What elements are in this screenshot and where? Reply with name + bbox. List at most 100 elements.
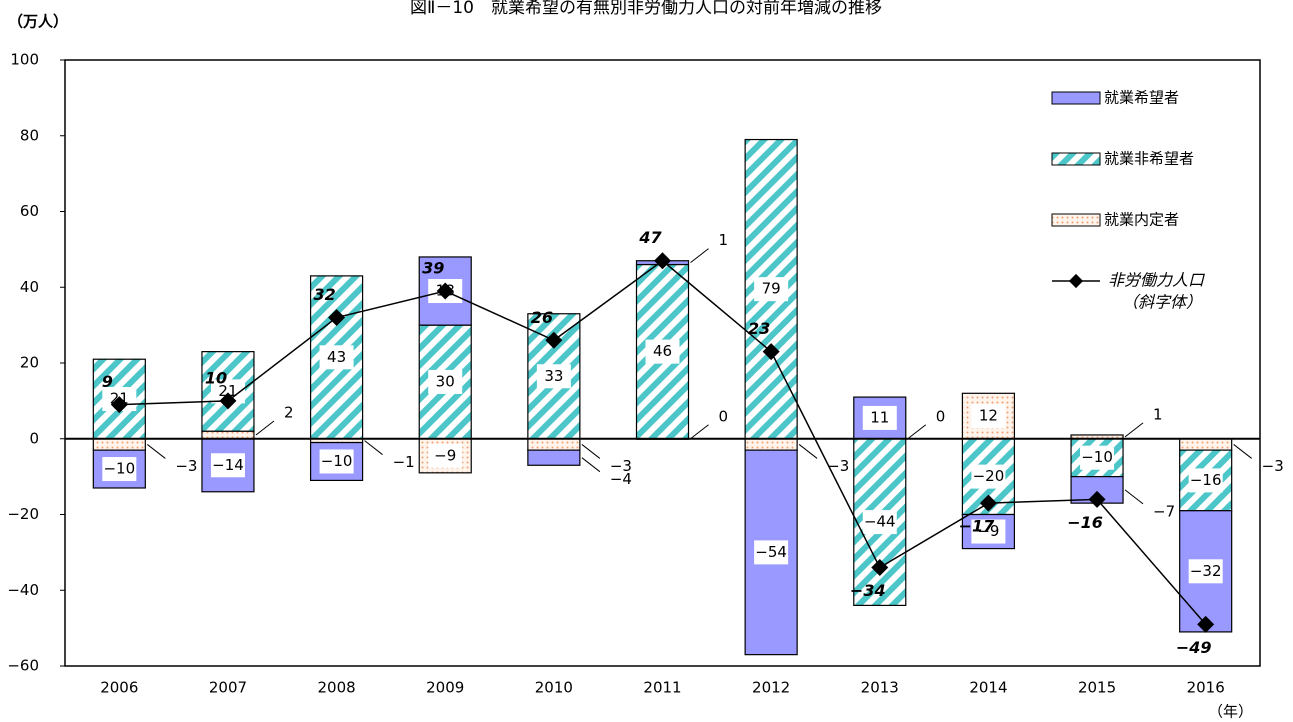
x-tick-label: 2010 — [535, 679, 573, 697]
bar-segment — [744, 438, 798, 451]
data-label: 21 — [218, 382, 237, 400]
label-arrow — [255, 420, 275, 436]
y-tick-label: 60 — [20, 202, 39, 220]
data-label: 43 — [327, 348, 346, 366]
legend-swatch — [1051, 152, 1101, 166]
x-tick-label: 2007 — [209, 679, 247, 697]
line-marker — [1197, 615, 1215, 633]
y-tick-label: −60 — [7, 657, 39, 675]
label-box — [1080, 445, 1115, 470]
y-tick-label: 80 — [20, 126, 39, 144]
bar-segment — [527, 449, 581, 466]
label-box — [319, 345, 354, 370]
y-tick-label: −20 — [7, 505, 39, 523]
data-label: −16 — [1190, 471, 1222, 489]
y-tick-label: 20 — [20, 354, 39, 372]
data-label: 0 — [936, 407, 946, 425]
legend-label: 非労働力人口 — [1108, 271, 1205, 290]
line-marker — [328, 309, 346, 327]
label-arrow — [581, 444, 601, 459]
label-arrow — [147, 444, 166, 459]
data-label: −4 — [610, 470, 632, 488]
data-label: 33 — [544, 367, 563, 385]
x-tick-label: 2013 — [861, 679, 899, 697]
bar-segment — [527, 438, 581, 451]
data-label: −3 — [175, 457, 197, 475]
chart-title: 図Ⅱ－10 就業希望の有無別非労働力人口の対前年増減の推移 — [410, 0, 882, 18]
label-arrow — [1233, 444, 1252, 459]
label-box — [102, 457, 137, 482]
data-label: −10 — [103, 460, 135, 478]
y-tick-label: 100 — [10, 51, 39, 69]
x-tick-label: 2006 — [100, 679, 138, 697]
y-tick-label: 40 — [20, 278, 39, 296]
line-marker — [436, 282, 454, 300]
x-unit: （年） — [1208, 703, 1253, 721]
legend-marker — [1068, 273, 1084, 289]
y-tick-label: 0 — [29, 429, 39, 447]
x-tick-label: 2011 — [643, 679, 681, 697]
x-tick-label: 2008 — [317, 679, 355, 697]
label-box — [1188, 468, 1223, 493]
data-label: −10 — [1081, 448, 1113, 466]
line-label: 32 — [313, 285, 335, 304]
line-label: 47 — [638, 228, 662, 247]
line-marker — [219, 392, 237, 410]
label-box — [971, 519, 1006, 544]
data-label: 46 — [653, 342, 672, 360]
y-unit: （万人） — [8, 13, 68, 31]
line-marker — [654, 252, 671, 270]
label-box — [971, 404, 1006, 429]
legend-swatch — [1051, 91, 1101, 105]
x-tick-label: 2016 — [1187, 679, 1225, 697]
bar-segment — [1179, 438, 1233, 451]
data-label: −7 — [1153, 502, 1175, 520]
y-tick-label: −40 — [7, 581, 39, 599]
line-label: 23 — [748, 319, 770, 338]
line-label: 39 — [422, 259, 444, 278]
data-label: 12 — [979, 407, 998, 425]
label-box — [1188, 559, 1223, 584]
line-label: −49 — [1176, 638, 1212, 657]
x-tick-label: 2009 — [426, 679, 464, 697]
line-label: −34 — [850, 581, 886, 600]
data-label: −44 — [864, 513, 896, 531]
data-label: −3 — [827, 457, 849, 475]
data-label: 0 — [719, 407, 729, 425]
data-label: 30 — [436, 372, 455, 390]
legend-note: （斜字体） — [1122, 293, 1202, 312]
line-marker — [762, 343, 780, 361]
label-box — [862, 510, 897, 535]
line-marker — [545, 331, 563, 349]
data-label: 11 — [870, 408, 889, 426]
label-box — [428, 369, 463, 394]
bar-segment — [92, 438, 146, 451]
data-label: −32 — [1190, 562, 1222, 580]
label-arrow — [690, 424, 709, 440]
label-box — [754, 540, 789, 565]
data-label: −3 — [1262, 457, 1284, 475]
data-label: −9 — [977, 522, 999, 540]
legend-label: 就業内定者 — [1104, 211, 1179, 229]
line-marker — [871, 559, 889, 577]
data-label: 1 — [1153, 405, 1163, 423]
line-label: 10 — [205, 368, 227, 387]
data-label: −9 — [434, 446, 456, 464]
label-box — [862, 405, 897, 430]
data-label: −3 — [610, 457, 632, 475]
line-label: 26 — [531, 308, 553, 327]
label-arrow — [690, 248, 709, 264]
legend-label: 就業希望者 — [1104, 89, 1179, 107]
data-label: −14 — [212, 456, 244, 474]
data-label: −20 — [973, 467, 1005, 485]
legend-swatch — [1051, 213, 1101, 227]
data-label: −10 — [321, 452, 353, 470]
label-arrow — [581, 457, 601, 473]
label-arrow — [907, 424, 927, 440]
x-tick-label: 2012 — [752, 679, 790, 697]
line-marker — [979, 494, 997, 512]
line-label: 9 — [102, 372, 113, 391]
x-tick-label: 2015 — [1078, 679, 1116, 697]
line-label: −16 — [1067, 513, 1103, 532]
